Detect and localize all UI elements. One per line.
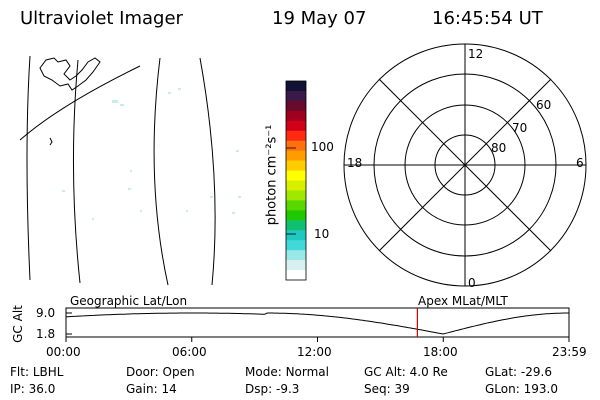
meridian-line: [153, 57, 169, 286]
status-gc-alt: GC Alt: 4.0 Re: [364, 365, 448, 379]
geographic-map: [19, 55, 241, 286]
status-gain: Gain: 14: [126, 382, 177, 396]
meridian-line: [26, 55, 31, 281]
app-title: Ultraviolet Imager: [20, 8, 183, 29]
color-bar-cell: [286, 230, 306, 241]
meridian-line: [199, 57, 216, 286]
orbit-xtick: 18:00: [423, 345, 458, 359]
latitude-line: [19, 65, 141, 141]
color-bar-cell: [286, 81, 306, 92]
orbit-ytick-max: 9.0: [36, 306, 56, 320]
color-bar-cell: [286, 240, 306, 251]
orbit-plot-frame: [65, 307, 570, 338]
orbit-ylabel: GC Alt: [11, 305, 25, 343]
mlt-label-18: 18: [347, 156, 363, 170]
status-flt: Flt: LBHL: [10, 365, 64, 379]
orbit-xtick: 23:59: [552, 345, 587, 359]
color-bar-cell: [286, 190, 306, 201]
color-bar: [285, 80, 307, 281]
color-bar-cell: [286, 120, 306, 132]
mlt-label-6: 6: [576, 156, 584, 170]
island-outline: [49, 137, 53, 146]
polar-plot: [343, 43, 587, 287]
mlat-label-70: 70: [512, 121, 528, 135]
image-pixels: [62, 88, 241, 220]
color-bar-cell: [286, 160, 306, 172]
mlt-label-12: 12: [468, 47, 484, 61]
orbit-xtick: 06:00: [172, 345, 207, 359]
date-readout: 19 May 07: [272, 8, 367, 29]
color-bar-cell: [286, 260, 306, 271]
orbit-xtick: 12:00: [297, 345, 332, 359]
color-bar-cell: [286, 90, 306, 102]
color-bar-cell: [286, 200, 306, 211]
color-bar-cell: [286, 250, 306, 261]
orbit-xtick: 00:00: [46, 345, 81, 359]
color-bar-cell: [286, 220, 306, 231]
colorbar-unit-label: photon cm⁻²s⁻¹: [264, 124, 280, 226]
geographic-label: Geographic Lat/Lon: [70, 294, 188, 308]
status-door: Door: Open: [126, 365, 195, 379]
orbit-ytick-min: 1.8: [36, 327, 56, 341]
color-bar-frame: [285, 80, 307, 281]
color-bar-cell: [286, 150, 306, 162]
color-bar-cell: [286, 130, 306, 142]
meridian-line: [72, 59, 81, 284]
colorbar-tick-100: 100: [311, 140, 334, 154]
orbit-altitude-curve: [65, 312, 569, 335]
coastline: [39, 57, 101, 91]
color-bar-cell: [286, 270, 306, 281]
status-glat: GLat: -29.6: [485, 365, 552, 379]
mlt-label-0: 0: [468, 276, 476, 290]
color-bar-cell: [286, 180, 306, 191]
status-glon: GLon: 193.0: [485, 382, 558, 396]
status-dsp: Dsp: -9.3: [245, 382, 300, 396]
mlat-label-60: 60: [536, 98, 552, 112]
status-seq: Seq: 39: [364, 382, 410, 396]
time-readout: 16:45:54 UT: [432, 8, 543, 29]
orbit-plot: [65, 307, 570, 342]
status-mode: Mode: Normal: [245, 365, 329, 379]
mlat-label-80: 80: [491, 141, 507, 155]
color-bar-cell: [286, 140, 306, 152]
color-bar-cell: [286, 110, 306, 122]
polar-diagonal: [378, 78, 552, 252]
color-bar-cell: [286, 100, 306, 112]
colorbar-tick-10: 10: [314, 227, 330, 241]
apex-label: Apex MLat/MLT: [418, 294, 508, 308]
status-ip: IP: 36.0: [10, 382, 56, 396]
color-bar-cell: [286, 210, 306, 221]
color-bar-cell: [286, 170, 306, 181]
